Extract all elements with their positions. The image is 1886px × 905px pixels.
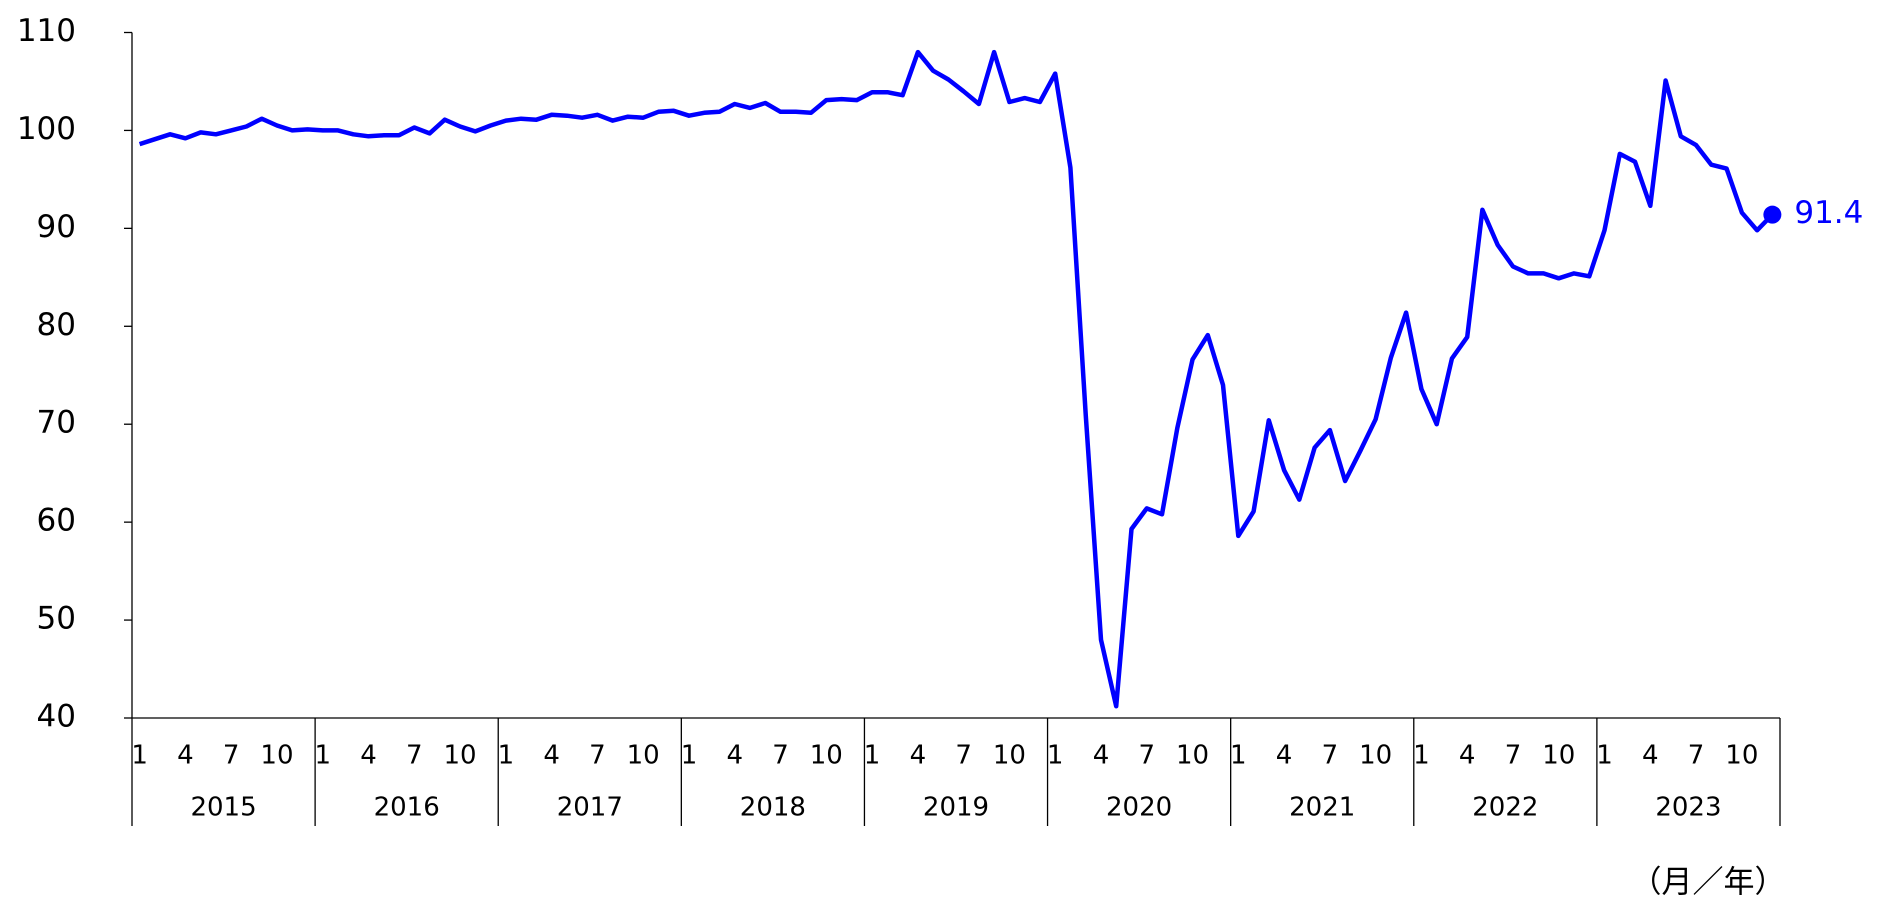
year-label: 2016 xyxy=(374,793,440,823)
month-label: 4 xyxy=(1642,741,1659,771)
month-label: 4 xyxy=(177,741,194,771)
month-label: 10 xyxy=(810,741,843,771)
month-label: 4 xyxy=(1093,741,1110,771)
month-label: 1 xyxy=(1596,741,1613,771)
year-label: 2022 xyxy=(1472,793,1538,823)
month-label: 1 xyxy=(1230,741,1247,771)
month-label: 7 xyxy=(1322,741,1339,771)
y-tick-label: 60 xyxy=(37,503,76,539)
month-label: 7 xyxy=(1505,741,1522,771)
month-label: 7 xyxy=(589,741,606,771)
month-label: 1 xyxy=(131,741,148,771)
month-label: 10 xyxy=(260,741,293,771)
year-label: 2021 xyxy=(1289,793,1355,823)
year-label: 2019 xyxy=(923,793,989,823)
month-label: 7 xyxy=(772,741,789,771)
month-label: 1 xyxy=(1047,741,1064,771)
y-tick-label: 50 xyxy=(37,601,76,637)
month-label: 4 xyxy=(726,741,743,771)
month-label: 1 xyxy=(498,741,515,771)
y-tick-label: 40 xyxy=(37,699,76,735)
month-label: 10 xyxy=(627,741,660,771)
month-label: 7 xyxy=(223,741,240,771)
month-label: 1 xyxy=(314,741,331,771)
month-label: 1 xyxy=(864,741,881,771)
y-tick-label: 110 xyxy=(17,13,76,49)
end-point xyxy=(1763,205,1782,224)
year-label: 2015 xyxy=(190,793,256,823)
month-label: 4 xyxy=(910,741,927,771)
year-label: 2020 xyxy=(1106,793,1172,823)
y-tick-label: 70 xyxy=(37,405,76,441)
month-label: 4 xyxy=(1459,741,1476,771)
month-label: 4 xyxy=(1276,741,1293,771)
month-label: 10 xyxy=(1725,741,1758,771)
month-label: 10 xyxy=(993,741,1026,771)
month-label: 4 xyxy=(360,741,377,771)
month-label: 10 xyxy=(444,741,477,771)
month-label: 10 xyxy=(1542,741,1575,771)
year-label: 2023 xyxy=(1655,793,1721,823)
month-label: 1 xyxy=(681,741,698,771)
y-tick-label: 100 xyxy=(17,111,76,147)
year-label: 2018 xyxy=(740,793,806,823)
y-tick-label: 90 xyxy=(37,209,76,245)
year-label: 2017 xyxy=(557,793,623,823)
end-label: 91.4 xyxy=(1794,195,1863,231)
month-label: 1 xyxy=(1413,741,1430,771)
data-line xyxy=(138,49,1775,709)
month-label: 7 xyxy=(955,741,972,771)
x-axis-label: （月／年） xyxy=(1631,865,1786,901)
month-label: 7 xyxy=(1688,741,1705,771)
month-label: 10 xyxy=(1359,741,1392,771)
month-label: 7 xyxy=(406,741,423,771)
month-label: 4 xyxy=(543,741,560,771)
month-label: 10 xyxy=(1176,741,1209,771)
month-label: 7 xyxy=(1138,741,1155,771)
y-tick-label: 80 xyxy=(37,307,76,343)
